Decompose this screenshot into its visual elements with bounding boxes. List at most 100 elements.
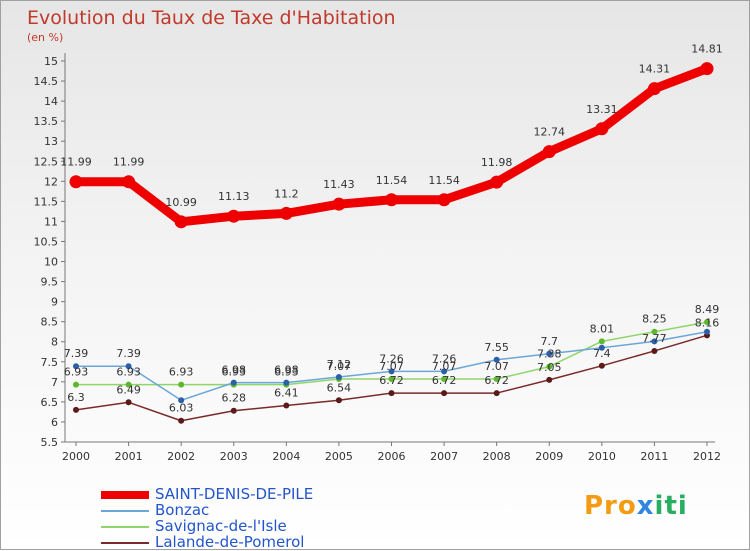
data-point bbox=[441, 376, 448, 383]
data-point bbox=[542, 145, 556, 159]
x-tick-label: 2007 bbox=[430, 450, 458, 463]
data-point bbox=[441, 368, 448, 375]
y-tick-label: 14 bbox=[44, 95, 58, 108]
data-label: 8.16 bbox=[695, 316, 720, 329]
x-tick-label: 2009 bbox=[535, 450, 563, 463]
x-tick-label: 2000 bbox=[62, 450, 90, 463]
unit-label: (en %) bbox=[27, 31, 64, 44]
data-point bbox=[493, 390, 500, 397]
data-point bbox=[178, 417, 185, 424]
y-tick-label: 10.5 bbox=[34, 235, 59, 248]
data-point bbox=[73, 363, 79, 370]
data-label: 7.55 bbox=[484, 341, 509, 354]
logo-part-1: Pro bbox=[584, 491, 637, 521]
data-label: 6.03 bbox=[169, 402, 194, 415]
data-label: 6.72 bbox=[432, 374, 457, 387]
data-label: 6.93 bbox=[116, 366, 141, 379]
data-label: 11.54 bbox=[376, 174, 408, 187]
data-label: 11.13 bbox=[218, 190, 250, 203]
data-label: 8.25 bbox=[642, 313, 667, 326]
data-point bbox=[595, 122, 609, 136]
data-label: 6.3 bbox=[67, 391, 85, 404]
data-label: 11.2 bbox=[274, 187, 299, 200]
data-label: 6.93 bbox=[274, 366, 299, 379]
data-point bbox=[546, 350, 553, 357]
data-label: 7.07 bbox=[432, 360, 457, 373]
y-tick-label: 12 bbox=[44, 175, 58, 188]
proxiti-logo: Proxiti bbox=[584, 491, 688, 521]
y-tick-label: 12.5 bbox=[34, 155, 59, 168]
data-point bbox=[546, 363, 553, 370]
x-tick-label: 2001 bbox=[115, 450, 143, 463]
data-label: 7.07 bbox=[484, 360, 509, 373]
data-label: 7.07 bbox=[379, 360, 404, 373]
data-point bbox=[493, 376, 500, 383]
data-point bbox=[598, 344, 605, 351]
data-label: 11.99 bbox=[113, 156, 145, 169]
data-label: 14.81 bbox=[691, 43, 723, 56]
y-tick-label: 6 bbox=[51, 416, 58, 429]
x-tick-label: 2010 bbox=[588, 450, 616, 463]
data-point bbox=[388, 390, 395, 397]
y-tick-label: 14.5 bbox=[34, 75, 59, 88]
data-label: 7.12 bbox=[327, 358, 352, 371]
data-point bbox=[647, 82, 661, 96]
x-tick-label: 2006 bbox=[378, 450, 406, 463]
logo-part-2: x bbox=[636, 491, 655, 521]
legend-label: Savignac-de-l'Isle bbox=[155, 517, 287, 535]
data-label: 7.77 bbox=[642, 332, 667, 345]
data-point bbox=[441, 390, 448, 397]
data-label: 8.01 bbox=[590, 322, 615, 335]
data-label: 6.93 bbox=[64, 366, 89, 379]
data-label: 7.39 bbox=[64, 347, 89, 360]
data-label: 7.38 bbox=[537, 348, 562, 361]
data-point bbox=[283, 379, 290, 386]
y-tick-label: 13.5 bbox=[34, 115, 59, 128]
legend-label: SAINT-DENIS-DE-PILE bbox=[155, 485, 314, 503]
data-point bbox=[125, 381, 132, 388]
data-point bbox=[437, 193, 451, 207]
data-point bbox=[227, 209, 241, 223]
data-label: 11.54 bbox=[428, 174, 460, 187]
data-point bbox=[125, 363, 132, 370]
data-label: 11.43 bbox=[323, 178, 355, 191]
data-point bbox=[704, 328, 710, 335]
data-point bbox=[73, 381, 79, 388]
data-label: 7.7 bbox=[541, 335, 559, 348]
x-tick-label: 2002 bbox=[167, 450, 195, 463]
chart-title: Evolution du Taux de Taxe d'Habitation bbox=[27, 7, 396, 29]
x-tick-label: 2005 bbox=[325, 450, 353, 463]
data-label: 6.98 bbox=[222, 364, 247, 377]
data-point bbox=[125, 399, 132, 406]
data-label: 6.41 bbox=[274, 387, 299, 400]
y-tick-label: 7 bbox=[51, 376, 58, 389]
data-point bbox=[335, 397, 342, 404]
data-label: 6.93 bbox=[222, 366, 247, 379]
x-tick-label: 2003 bbox=[220, 450, 248, 463]
x-tick-label: 2012 bbox=[693, 450, 721, 463]
legend-swatch bbox=[101, 542, 149, 544]
legend-swatch bbox=[101, 526, 149, 528]
y-tick-label: 8.5 bbox=[41, 316, 59, 329]
data-label: 8.49 bbox=[695, 303, 720, 316]
x-tick-label: 2008 bbox=[483, 450, 511, 463]
data-point bbox=[279, 206, 293, 220]
data-point bbox=[283, 402, 290, 409]
data-point bbox=[490, 175, 504, 189]
x-tick-label: 2011 bbox=[640, 450, 668, 463]
y-tick-label: 6.5 bbox=[41, 396, 59, 409]
data-label: 7.05 bbox=[537, 361, 562, 374]
data-point bbox=[651, 347, 658, 354]
data-point bbox=[174, 215, 188, 229]
data-point bbox=[332, 197, 346, 211]
data-point bbox=[546, 376, 553, 383]
data-label: 7.4 bbox=[593, 347, 611, 360]
data-point bbox=[69, 175, 83, 189]
data-label: 7.26 bbox=[379, 352, 404, 365]
data-label: 7.07 bbox=[327, 360, 352, 373]
data-point bbox=[335, 374, 342, 381]
data-label: 11.99 bbox=[60, 156, 92, 169]
data-point bbox=[385, 193, 398, 207]
y-tick-label: 10 bbox=[44, 256, 58, 269]
